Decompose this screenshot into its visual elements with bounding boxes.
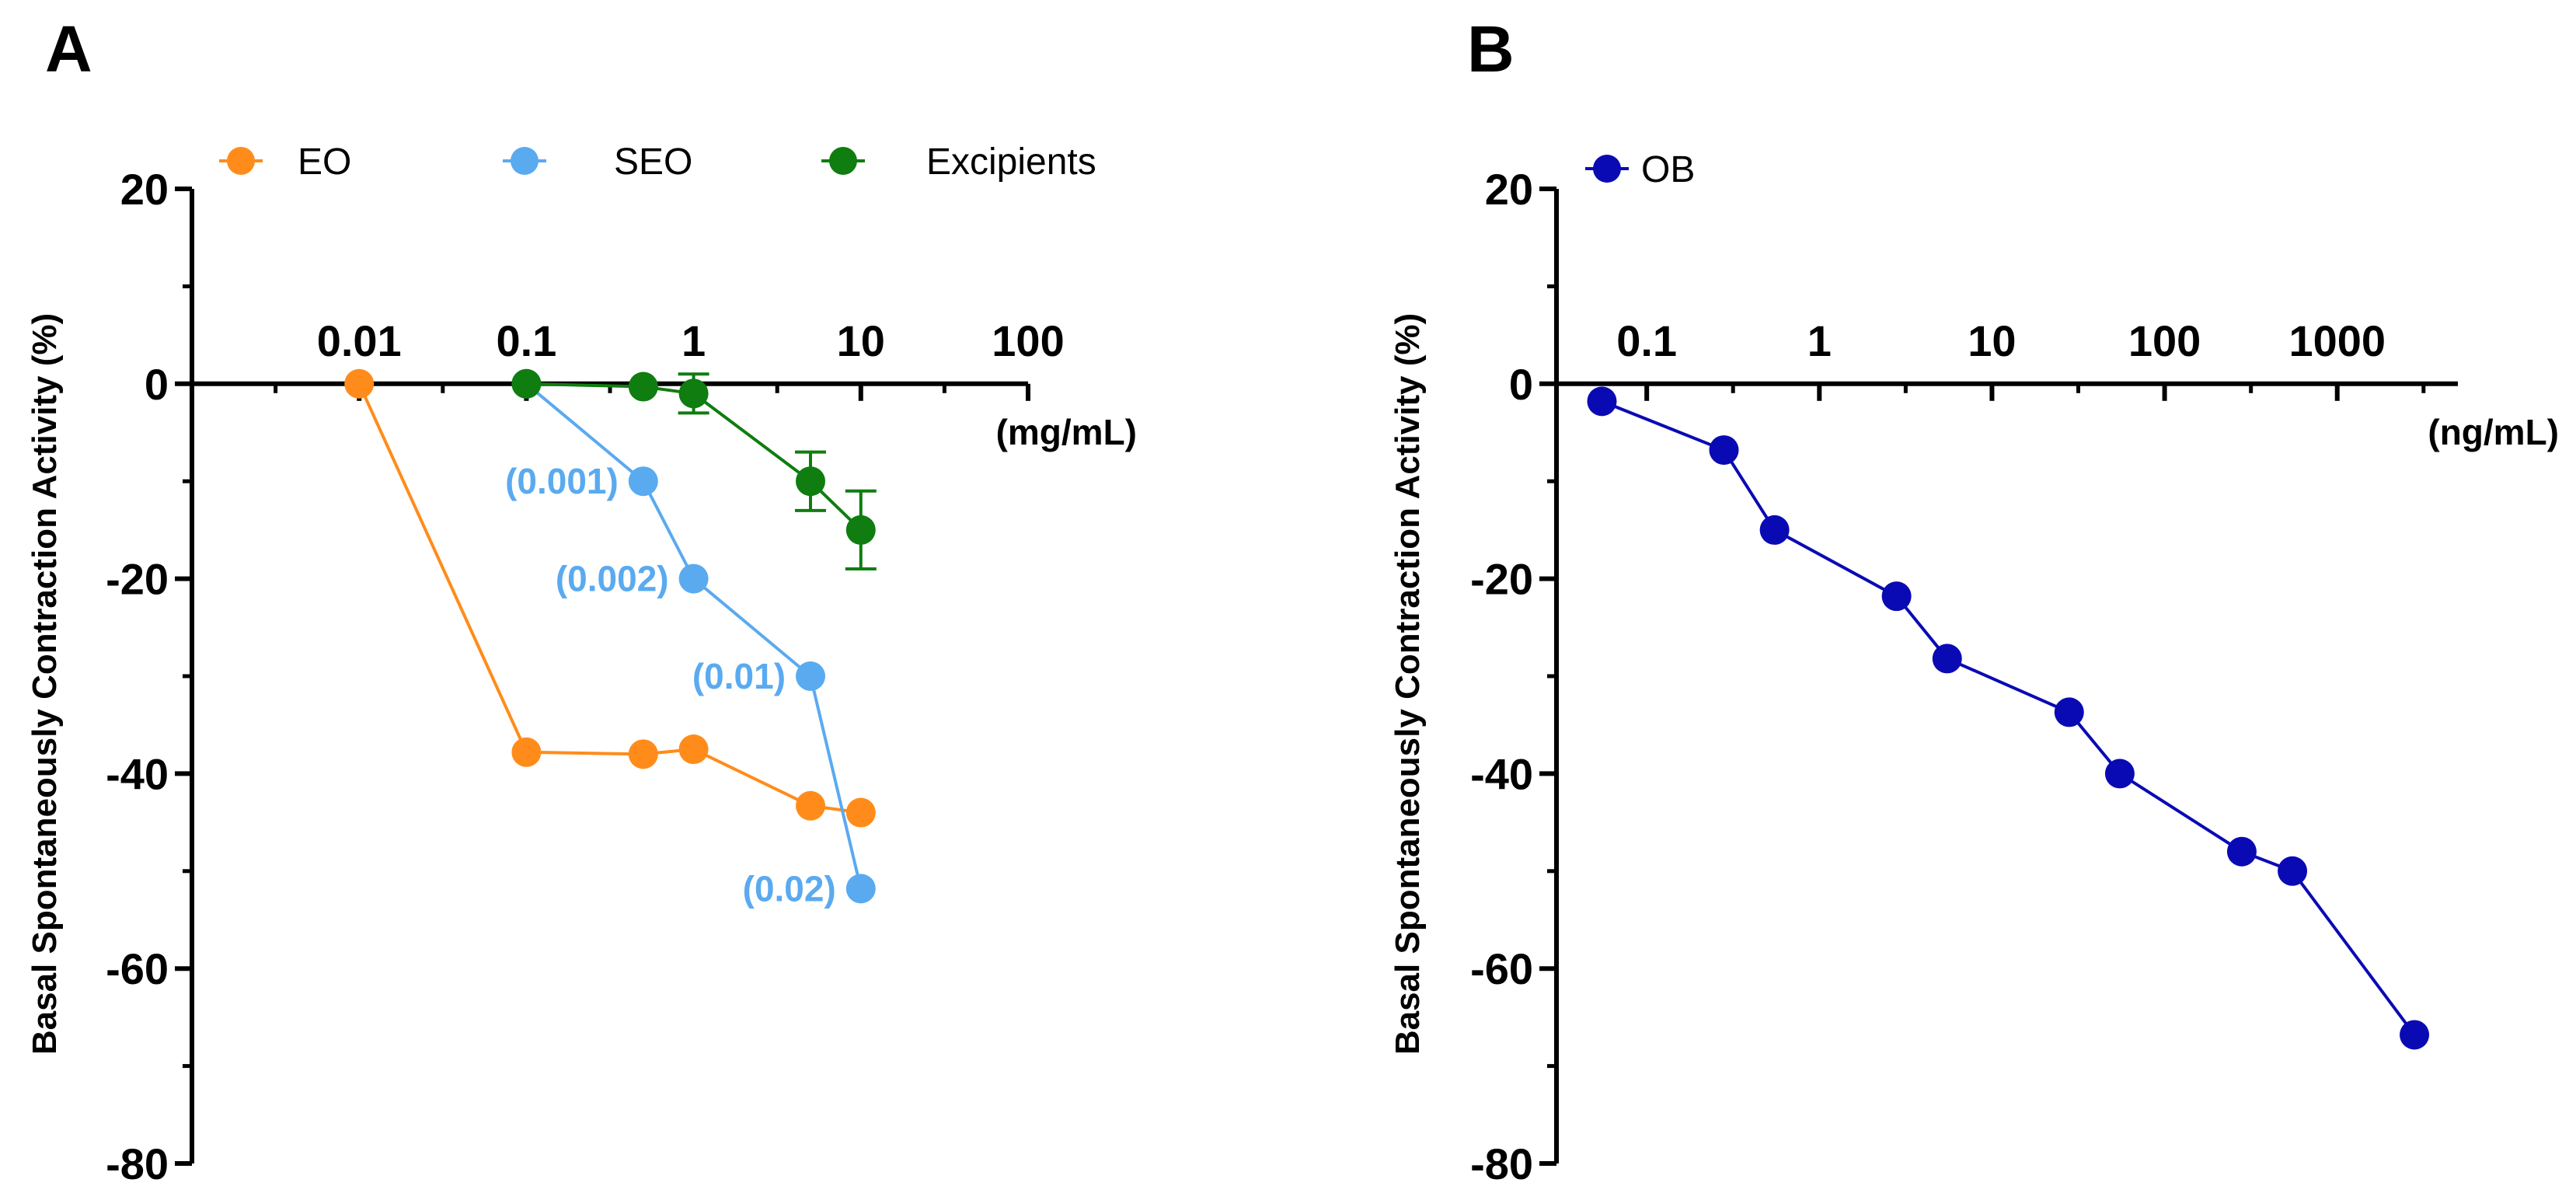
x-tick-label: 1 <box>1807 316 1832 365</box>
data-point <box>1932 644 1962 674</box>
data-point <box>2054 697 2084 727</box>
y-tick-label: -80 <box>1470 1139 1533 1188</box>
data-point <box>511 368 542 399</box>
data-point <box>845 515 876 545</box>
series-line <box>1601 399 2416 1036</box>
y-tick-label: 0 <box>1509 360 1533 409</box>
data-annotation: (0.002) <box>556 559 669 599</box>
series-ob <box>1587 386 2430 1050</box>
legend-marker <box>511 147 539 175</box>
legend-label: OB <box>1641 149 1695 190</box>
x-tick-label: 10 <box>1968 316 2016 365</box>
data-point <box>1587 386 1617 417</box>
data-point <box>796 661 826 691</box>
x-tick-label: 0.1 <box>496 316 556 365</box>
data-point <box>845 797 876 828</box>
x-tick-label: 100 <box>992 316 1064 365</box>
panel-letter-a: A <box>45 12 92 85</box>
data-point <box>796 790 826 821</box>
x-axis-unit-label: (ng/mL) <box>2428 412 2559 452</box>
y-tick-label: 0 <box>145 360 169 409</box>
data-point <box>511 737 542 767</box>
data-point <box>1881 581 1912 612</box>
data-point <box>344 368 375 399</box>
y-tick-label: -20 <box>1470 555 1533 604</box>
data-point <box>2278 856 2308 886</box>
y-axis-label: Basal Spontaneously Contraction Activity… <box>26 313 64 1055</box>
series-excipients <box>511 368 877 571</box>
y-tick-label: -40 <box>106 749 169 798</box>
data-annotation: (0.001) <box>505 461 619 501</box>
x-tick-label: 100 <box>2128 316 2201 365</box>
series-seo: (0.001) (0.002) (0.01) (0.02) <box>505 368 876 909</box>
data-point <box>678 563 709 594</box>
y-tick-label: -60 <box>106 944 169 993</box>
legend-marker <box>227 147 255 175</box>
y-tick-label: -80 <box>106 1139 169 1188</box>
y-axis-label: Basal Spontaneously Contraction Activity… <box>1389 313 1427 1055</box>
data-annotation: (0.01) <box>692 656 786 696</box>
x-tick-label: 0.1 <box>1616 316 1677 365</box>
legend-label: Excipients <box>926 141 1096 183</box>
chart-panel-a: 20 0 -20 -40 -60 -80 0.01 0.1 1 10 100 (mg/mL) Basal… <box>26 141 1137 1188</box>
y-tick-label: -60 <box>1470 944 1533 993</box>
chart-panel-b: 20 0 -20 -40 -60 -80 0.1 1 10 100 1000 (ng/mL) Basal… <box>1389 149 2559 1188</box>
y-tick-label: 20 <box>1485 165 1533 214</box>
data-point <box>628 466 658 497</box>
x-tick-label: 1 <box>681 316 706 365</box>
data-point <box>678 734 709 765</box>
legend-marker <box>829 147 857 175</box>
data-point <box>628 739 658 769</box>
legend-marker <box>1593 155 1621 183</box>
y-tick-label: 20 <box>120 165 169 214</box>
data-point <box>796 466 826 497</box>
data-point <box>1709 435 1739 466</box>
y-tick-label: -40 <box>1470 749 1533 798</box>
x-axis-unit-label: (mg/mL) <box>996 412 1137 452</box>
legend-item-eo: EO <box>219 141 351 183</box>
x-tick-label: 1000 <box>2288 316 2386 365</box>
series-eo <box>344 368 876 828</box>
legend-item-excipients: Excipients <box>821 141 1096 183</box>
data-point <box>2400 1020 2430 1050</box>
data-point <box>678 378 709 409</box>
x-tick-label: 0.01 <box>317 316 402 365</box>
data-point <box>845 874 876 904</box>
legend-label: SEO <box>614 141 692 183</box>
data-point <box>2104 759 2135 789</box>
legend-item-seo: SEO <box>503 141 692 183</box>
data-point <box>1759 515 1790 545</box>
legend-label: EO <box>298 141 351 183</box>
data-point <box>628 372 658 402</box>
legend-item-ob: OB <box>1585 149 1695 190</box>
x-tick-label: 10 <box>837 316 885 365</box>
y-tick-label: -20 <box>106 555 169 604</box>
panel-letter-b: B <box>1467 12 1515 85</box>
data-point <box>2226 836 2257 867</box>
data-annotation: (0.02) <box>743 868 836 909</box>
